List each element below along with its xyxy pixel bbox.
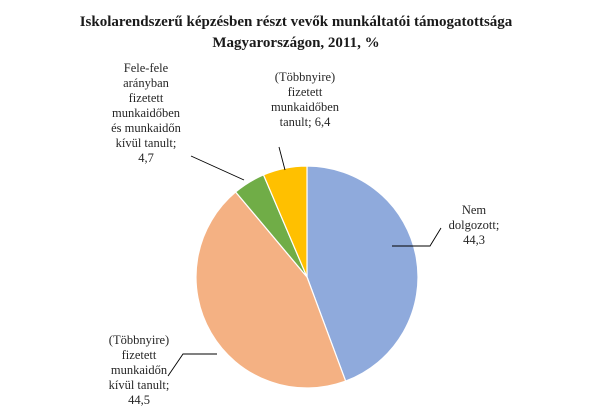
leader-lines [167,146,442,377]
slice-label-2-line-6: 4,7 [138,151,154,165]
leader-line-0 [392,227,442,247]
slice-label-3-line-2: munkaidőben [271,100,340,114]
slice-label-1-line-0: (Többnyire) [109,333,169,347]
slice-label-2-line-2: fizetett [129,91,164,105]
slice-label-3-line-0: (Többnyire) [275,70,335,84]
slice-label-3-line-3: tanult; 6,4 [280,115,331,129]
leader-line-2 [190,155,245,181]
pie-slice-0 [306,165,419,382]
slice-label-0-line-1: dolgozott; [449,218,500,232]
slice-label-2-line-3: munkaidőben [112,106,181,120]
slice-label-2-line-5: kívül tanult; [116,136,177,150]
slice-label-0: Nem dolgozott; 44,3 [449,203,500,247]
slice-label-0-line-2: 44,3 [463,233,485,247]
slice-label-1: (Többnyire) fizetett munkaidőn kívül tanult… [109,333,170,407]
slice-label-1-line-1: fizetett [122,348,157,362]
pie-slice-1 [195,191,347,389]
slice-label-3-line-1: fizetett [288,85,323,99]
leader-line-1 [167,353,217,377]
slice-label-1-line-3: kívül tanult; [109,378,170,392]
slice-label-2: Fele-fele arányban fizetett munkaidőben és m… [111,61,182,165]
pie-slices [195,165,419,389]
slice-label-1-line-4: 44,5 [128,393,150,407]
slice-label-2-line-1: arányban [123,76,170,90]
leader-line-3 [278,146,286,171]
slice-labels: Nem dolgozott; 44,3(Többnyire) fizetett munk… [109,61,500,407]
chart-title-line-1: Iskolarendszerű képzésben részt vevők mu… [80,14,513,30]
slice-label-2-line-0: Fele-fele [124,61,169,75]
slice-label-2-line-4: és munkaidőn [111,121,182,135]
chart-title: Iskolarendszerű képzésben részt vevők mu… [80,14,513,51]
slice-label-1-line-2: munkaidőn [111,363,168,377]
slice-label-3: (Többnyire) fizetett munkaidőben tanult; 6,… [271,70,340,129]
slice-label-0-line-0: Nem [462,203,487,217]
chart-title-line-2: Magyarországon, 2011, % [212,35,379,51]
